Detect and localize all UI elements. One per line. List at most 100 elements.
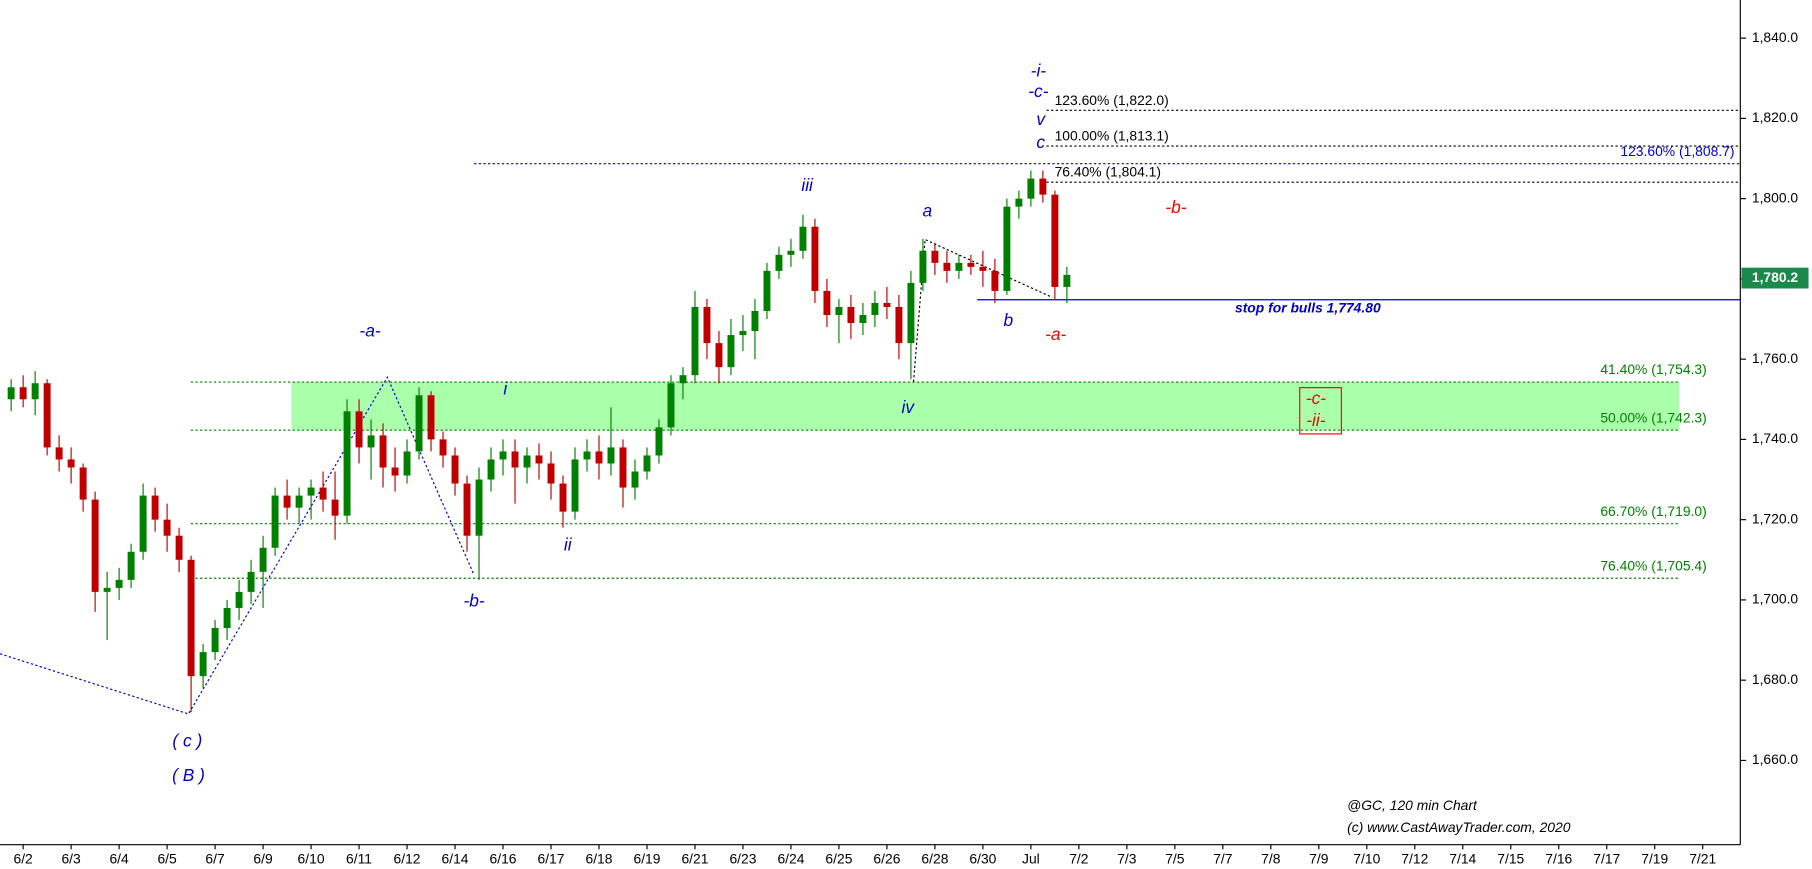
candle-body <box>883 302 891 307</box>
x-tick-label: 7/12 <box>1401 850 1428 866</box>
candle-body <box>7 387 15 400</box>
candle-body <box>835 306 843 316</box>
y-tick-label: 1,680.0 <box>1752 671 1799 687</box>
candle-body <box>907 282 915 344</box>
candle-body <box>847 306 855 324</box>
wave-label: ii <box>564 535 573 555</box>
candle-body <box>79 467 87 500</box>
x-tick-label: 6/3 <box>61 850 81 866</box>
candle-body <box>1027 178 1035 199</box>
x-tick-label: 6/9 <box>253 850 273 866</box>
candle-body <box>643 455 651 472</box>
wave-label: i <box>503 379 508 399</box>
candle-body <box>1051 194 1059 287</box>
candle-body <box>187 559 195 677</box>
candle-body <box>871 302 879 316</box>
candle-body <box>247 571 255 592</box>
x-tick-label: 6/26 <box>873 850 900 866</box>
target-box <box>1299 387 1342 435</box>
candle-body <box>331 499 339 516</box>
candle-body <box>55 447 63 460</box>
candle-body <box>355 411 363 448</box>
x-tick-label: 6/14 <box>442 850 469 866</box>
stop-label: stop for bulls 1,774.80 <box>1235 300 1381 316</box>
candle-body <box>199 652 207 677</box>
x-tick-label: Jul <box>1022 850 1040 866</box>
candle-body <box>955 262 963 271</box>
price-tag <box>1741 267 1809 289</box>
candle-body <box>1063 274 1071 287</box>
candle-body <box>439 439 447 456</box>
fib-label: 50.00% (1,742.3) <box>1600 409 1706 425</box>
triangle-line <box>912 238 1053 382</box>
candle-body <box>691 306 699 376</box>
fib-label: 41.40% (1,754.3) <box>1600 361 1706 377</box>
candle-body <box>499 451 507 460</box>
candle-body <box>427 395 435 440</box>
candle-body <box>295 495 303 508</box>
x-tick-label: 6/30 <box>969 850 996 866</box>
wave-label: -ii- <box>1306 410 1325 430</box>
wave-label: -b- <box>1165 197 1186 217</box>
candle-body <box>787 250 795 255</box>
candle-body <box>103 587 111 592</box>
candle-body <box>91 499 99 592</box>
candle-body <box>919 250 927 283</box>
candle-body <box>631 471 639 488</box>
candle-body <box>823 290 831 316</box>
fib-label: 123.60% (1,808.7) <box>1620 143 1734 159</box>
candle-body <box>775 254 783 271</box>
candle-body <box>715 343 723 368</box>
candle-body <box>451 455 459 484</box>
candle-body <box>703 306 711 344</box>
candle-body <box>115 579 123 588</box>
x-tick-label: 7/3 <box>1117 850 1137 866</box>
x-tick-label: 7/19 <box>1641 850 1668 866</box>
candle-body <box>679 375 687 384</box>
candle-body <box>559 483 567 512</box>
wave-label: -i- <box>1031 60 1047 80</box>
x-tick-label: 6/23 <box>729 850 756 866</box>
candle-body <box>895 306 903 344</box>
candle-body <box>403 451 411 476</box>
wave-label: -c- <box>1028 81 1048 101</box>
candle-body <box>463 483 471 536</box>
candle-body <box>343 411 351 516</box>
wave-line <box>0 375 475 715</box>
fib-label: 123.60% (1,822.0) <box>1055 92 1169 108</box>
y-tick-label: 1,760.0 <box>1752 350 1799 366</box>
x-tick-label: 6/7 <box>205 850 225 866</box>
x-tick-label: 7/5 <box>1165 850 1185 866</box>
candle-body <box>583 451 591 460</box>
candle-body <box>967 262 975 267</box>
candle-body <box>943 262 951 271</box>
y-tick-label: 1,820.0 <box>1752 109 1799 125</box>
candle-body <box>127 551 135 580</box>
candle-body <box>655 427 663 456</box>
x-tick-label: 6/25 <box>825 850 852 866</box>
candle-body <box>991 270 999 291</box>
fib-label: 76.40% (1,705.4) <box>1600 557 1706 573</box>
candle-body <box>211 628 219 653</box>
x-tick-label: 7/14 <box>1449 850 1476 866</box>
candle-body <box>259 547 267 572</box>
fib-zone <box>291 382 1680 431</box>
candle-body <box>31 383 39 400</box>
candle-body <box>283 495 291 508</box>
zone-layer <box>291 382 1680 431</box>
fib-label: 66.70% (1,719.0) <box>1600 503 1706 519</box>
candle-body <box>1039 178 1047 195</box>
wave-label: -a- <box>1045 324 1066 344</box>
wave-label: c <box>1036 132 1045 152</box>
candle-body <box>487 459 495 480</box>
wave-label: b <box>1004 310 1014 330</box>
candle-body <box>139 495 147 552</box>
x-tick-label: 6/21 <box>681 850 708 866</box>
y-tick-label: 1,700.0 <box>1752 591 1799 607</box>
candle-body <box>67 459 75 468</box>
y-tick-label: 1,840.0 <box>1752 29 1799 45</box>
candle-body <box>391 467 399 476</box>
candle-body <box>751 310 759 332</box>
candle-body <box>727 335 735 368</box>
